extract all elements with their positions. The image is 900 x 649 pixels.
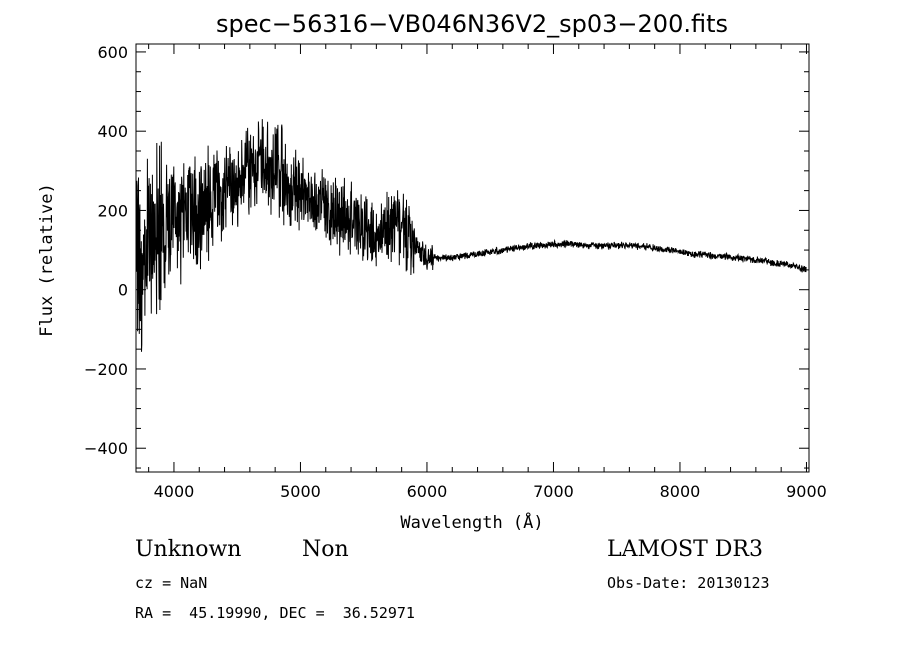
- x-tick-label: 6000: [407, 482, 448, 501]
- x-tick-label: 4000: [154, 482, 195, 501]
- chart-title: spec−56316−VB046N36V2_sp03−200.fits: [216, 10, 728, 38]
- y-axis-label: Flux (relative): [37, 183, 57, 337]
- spectrum-line: [135, 119, 807, 352]
- x-axis-label: Wavelength (Å): [400, 511, 543, 533]
- x-tick-label: 9000: [786, 482, 827, 501]
- plot-frame: [135, 43, 810, 473]
- y-tick-label: 400: [97, 122, 128, 141]
- y-tick-label: 200: [97, 201, 128, 220]
- object-subclass: Non: [302, 537, 349, 562]
- redshift-cz: cz = NaN: [135, 574, 208, 592]
- y-tick-label: 600: [97, 43, 128, 62]
- observation-date: Obs-Date: 20130123: [607, 574, 770, 592]
- y-axis: −400 −200 0 200 400 600: [84, 43, 809, 469]
- y-tick-label: 0: [118, 281, 128, 300]
- ra-dec-coordinates: RA = 45.19990, DEC = 36.52971: [135, 604, 415, 622]
- x-tick-label: 5000: [280, 482, 321, 501]
- survey-name: LAMOST DR3: [607, 537, 763, 562]
- x-tick-label: 8000: [660, 482, 701, 501]
- y-tick-label: −200: [84, 360, 128, 379]
- x-axis: 4000 5000 6000 7000 8000 9000: [148, 44, 827, 501]
- object-class: Unknown: [135, 537, 242, 562]
- plot-border: [135, 43, 810, 473]
- x-tick-label: 7000: [533, 482, 574, 501]
- y-tick-label: −400: [84, 439, 128, 458]
